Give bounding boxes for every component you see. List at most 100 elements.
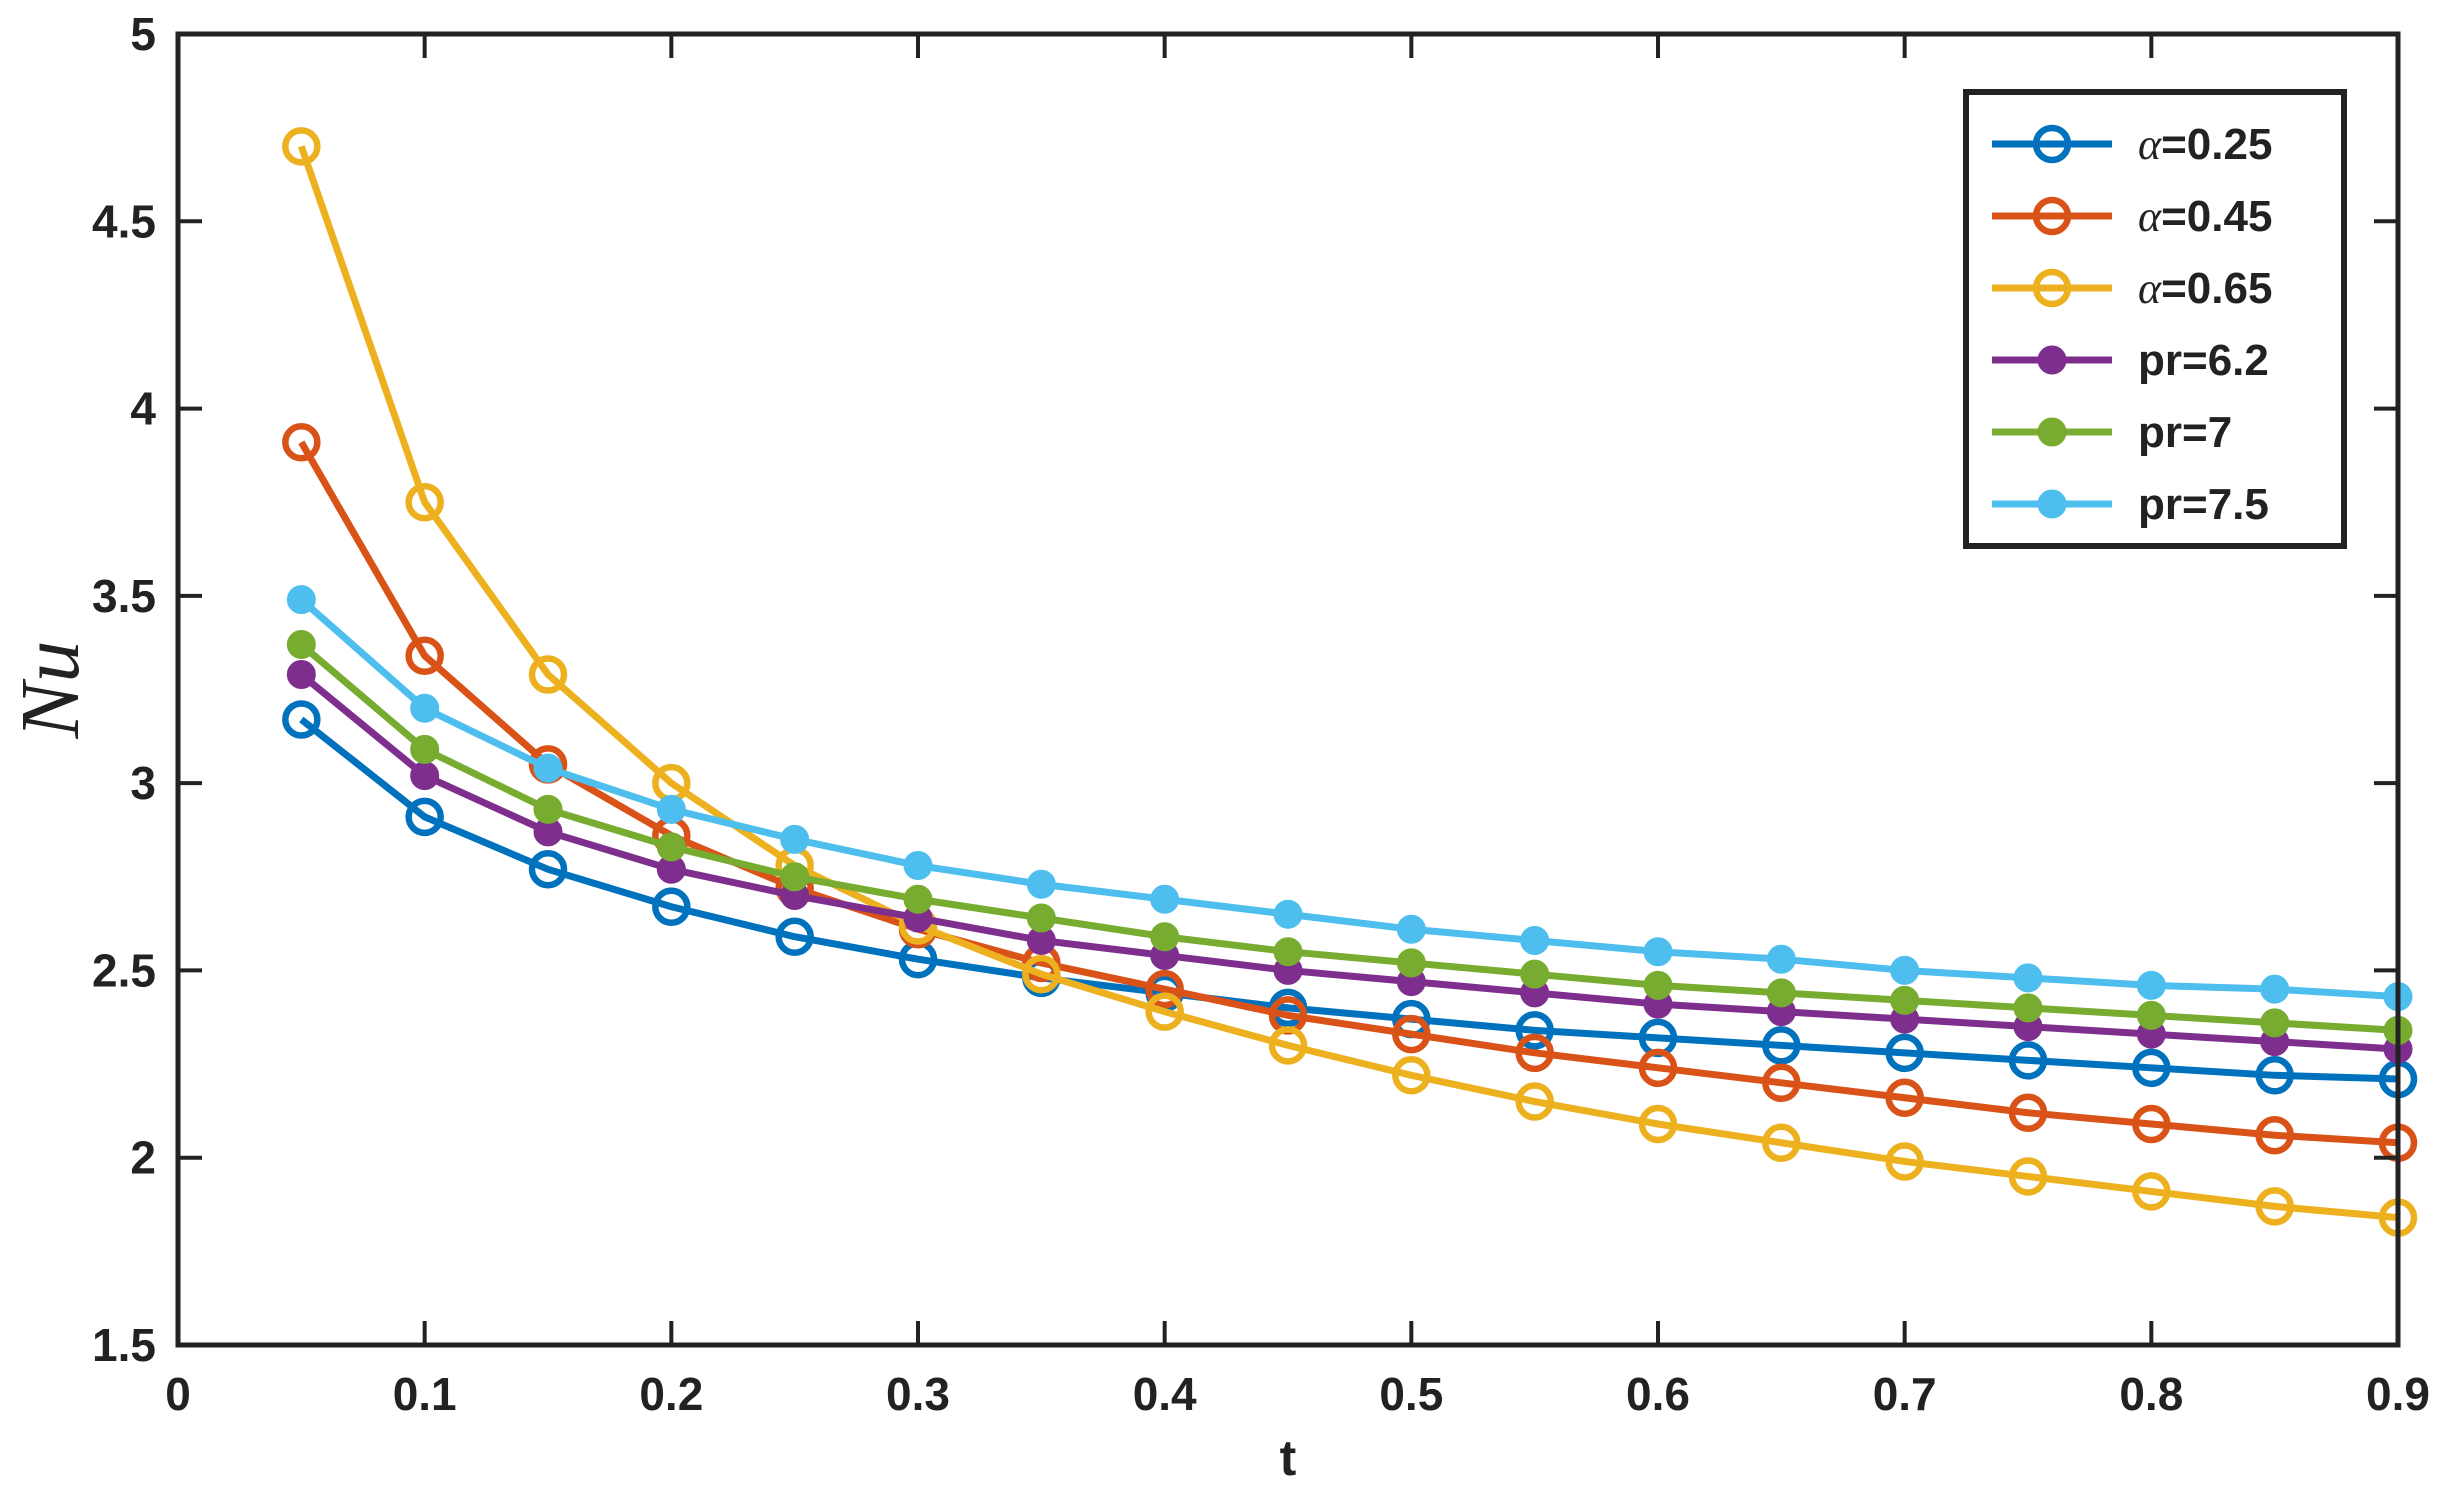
y-tick-label: 3.5: [92, 570, 156, 622]
legend-label: pr=6.2: [2138, 336, 2269, 385]
legend-entry-4: pr=6.2: [1992, 336, 2269, 385]
data-point: [903, 884, 933, 914]
data-point: [1396, 914, 1426, 944]
data-point: [2008, 1041, 2048, 1080]
data-point: [1026, 869, 1056, 899]
data-point: [1145, 969, 1184, 1009]
x-tick-label: 0.9: [2366, 1368, 2430, 1420]
data-point: [1396, 948, 1426, 978]
data-point: [656, 832, 686, 862]
series-line: [299, 716, 2399, 1083]
data-point: [1150, 922, 1180, 952]
axes: 0 0.1 0.2 0.3 0.4 0.5 0.6 0.7 0.8 0.9 1.5 2 2.5 3 3.5 4…: [4, 8, 2430, 1486]
y-tick-label: 2: [130, 1132, 156, 1184]
legend-label-text: =0.25: [2161, 120, 2272, 169]
x-axis-title: t: [1280, 1430, 1297, 1486]
data-point: [1520, 925, 1550, 955]
data-point: [1638, 1048, 1678, 1088]
x-tick-label: 0.6: [1626, 1368, 1690, 1420]
legend-entry-2: α=0.45: [1992, 192, 2272, 241]
legend-greek-symbol: α: [2138, 120, 2162, 169]
data-point: [528, 850, 568, 889]
data-point: [2013, 963, 2043, 993]
data-point: [282, 423, 321, 462]
legend-entry-1: α=0.25: [1992, 120, 2272, 169]
legend-greek-symbol: α: [2138, 264, 2162, 313]
data-point: [1392, 1056, 1431, 1095]
x-tick-label: 0.2: [639, 1368, 703, 1420]
data-point: [780, 862, 810, 892]
axes-frame: [175, 31, 2401, 1348]
legend-marker: [2032, 268, 2072, 308]
x-tick-label: 0.1: [393, 1368, 457, 1420]
data-point: [1762, 1123, 1801, 1162]
legend-marker: [2032, 196, 2072, 236]
plot-area: [282, 127, 2418, 1237]
data-point: [1638, 1104, 1678, 1144]
data-point: [2255, 1115, 2294, 1155]
series-line: [299, 641, 2399, 1034]
data-point: [2136, 970, 2166, 1000]
data-point: [2255, 1187, 2294, 1226]
y-tick-label: 1.5: [92, 1319, 156, 1371]
data-point: [1766, 978, 1796, 1008]
data-point: [405, 636, 444, 676]
legend-label: α=0.65: [2138, 264, 2272, 313]
x-tick-label: 0.5: [1379, 1368, 1443, 1420]
data-point: [1643, 937, 1673, 967]
y-tick-label: 4.5: [92, 195, 156, 247]
data-point: [1273, 899, 1303, 929]
data-point: [282, 700, 321, 739]
data-point: [2013, 993, 2043, 1023]
series-line: [299, 596, 2399, 1001]
data-point: [2260, 974, 2290, 1004]
x-tick-label: 0.8: [2119, 1368, 2183, 1420]
series-line: [298, 440, 2399, 1147]
legend-marker: [2037, 417, 2067, 447]
y-tick-label: 2.5: [92, 944, 156, 996]
legend-box: [1963, 89, 2347, 549]
data-point: [2132, 1104, 2171, 1144]
data-point: [1885, 1033, 1924, 1073]
data-point: [2008, 1157, 2048, 1196]
legend-entry-5: pr=7: [1992, 408, 2232, 457]
legend-entry-3: α=0.65: [1992, 264, 2272, 313]
x-tick-label: 0.4: [1133, 1368, 1197, 1420]
x-tick-label: 0.7: [1873, 1368, 1937, 1420]
y-axis-title: Nu: [4, 640, 97, 739]
data-point: [405, 797, 444, 837]
data-point: [1515, 1011, 1554, 1050]
legend-marker: [2037, 345, 2067, 375]
data-point: [2136, 1000, 2166, 1030]
data-point: [533, 753, 563, 783]
data-point: [410, 761, 440, 791]
data-point: [780, 824, 810, 854]
data-point: [2132, 1172, 2171, 1211]
data-point: [2132, 1048, 2171, 1088]
x-tick-label: 0.3: [886, 1368, 950, 1420]
data-point: [775, 917, 814, 956]
legend-marker: [2032, 124, 2072, 164]
legend-marker: [2037, 489, 2067, 519]
data-point: [528, 655, 568, 694]
legend-label: α=0.45: [2138, 192, 2272, 241]
y-tick-label: 4: [130, 383, 156, 435]
data-point: [282, 127, 321, 166]
data-point: [286, 630, 316, 660]
legend-label-text: pr=7: [2138, 408, 2232, 457]
data-point: [652, 887, 691, 927]
data-point: [1890, 955, 1920, 985]
series-6: [286, 585, 2413, 1012]
x-tick-label: 0: [165, 1368, 191, 1420]
legend-label: α=0.25: [2138, 120, 2272, 169]
legend-label-text: =0.45: [2161, 192, 2272, 241]
data-point: [1022, 954, 1061, 994]
data-point: [405, 482, 444, 522]
legend-label: pr=7.5: [2138, 480, 2269, 529]
y-tick-label: 3: [130, 757, 156, 809]
data-point: [2255, 1056, 2294, 1095]
data-point: [1150, 884, 1180, 914]
data-point: [410, 734, 440, 764]
data-point: [656, 794, 686, 824]
